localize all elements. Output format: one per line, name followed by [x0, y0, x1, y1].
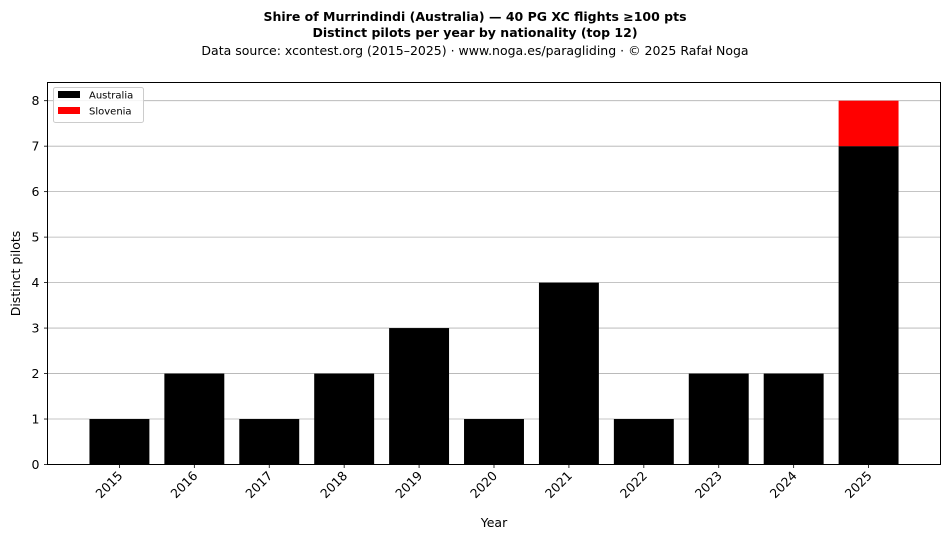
x-tick-label: 2024 — [767, 468, 800, 501]
bar-australia-2016 — [164, 373, 225, 465]
x-tick-label: 2015 — [92, 468, 125, 501]
x-tick-label: 2019 — [392, 468, 425, 501]
bar-australia-2018 — [314, 373, 375, 465]
x-tick-label: 2021 — [542, 468, 575, 501]
x-tick-label: 2025 — [842, 468, 875, 501]
legend-label-slovenia: Slovenia — [89, 107, 132, 118]
bar-australia-2015 — [89, 419, 150, 465]
legend-swatch-australia — [58, 91, 80, 98]
x-tick-label: 2020 — [467, 468, 500, 501]
grid-lines — [47, 100, 941, 420]
chart-title-line2: Distinct pilots per year by nationality … — [312, 25, 637, 40]
y-tick-label: 5 — [32, 230, 40, 245]
bar-australia-2019 — [389, 328, 450, 465]
chart-subtitle: Data source: xcontest.org (2015–2025) · … — [201, 43, 748, 58]
y-tick-label: 2 — [32, 366, 40, 381]
bar-australia-2023 — [688, 373, 749, 465]
chart-title: Shire of Murrindindi (Australia) — 40 PG… — [263, 9, 686, 24]
y-tick-label: 3 — [32, 321, 40, 336]
bars — [89, 100, 899, 465]
x-axis-label: Year — [480, 515, 508, 530]
bar-australia-2020 — [464, 419, 524, 465]
bar-slovenia-2025 — [838, 100, 899, 147]
bar-australia-2025 — [838, 146, 899, 465]
y-axis-label: Distinct pilots — [8, 231, 23, 317]
y-tick-label: 4 — [32, 275, 40, 290]
bar-australia-2024 — [763, 373, 824, 465]
y-tick-label: 7 — [32, 139, 40, 154]
y-axis: 0 1 2 3 4 5 6 7 8 — [32, 93, 48, 472]
legend-swatch-slovenia — [58, 107, 80, 114]
x-tick-label: 2017 — [242, 468, 275, 501]
legend: Australia Slovenia — [53, 87, 144, 123]
x-axis: 2015 2016 2017 2018 2019 2020 2021 2022 2023 2024… — [92, 464, 875, 501]
bar-australia-2017 — [239, 419, 300, 465]
y-tick-label: 0 — [32, 457, 40, 472]
x-tick-label: 2016 — [167, 468, 200, 501]
x-tick-label: 2022 — [617, 468, 650, 501]
y-tick-label: 1 — [32, 412, 40, 427]
bar-australia-2022 — [613, 419, 674, 465]
x-tick-label: 2023 — [692, 468, 725, 501]
bar-australia-2021 — [538, 282, 599, 465]
y-tick-label: 8 — [32, 93, 40, 108]
legend-label-australia: Australia — [89, 91, 133, 102]
y-tick-label: 6 — [32, 184, 40, 199]
x-tick-label: 2018 — [317, 468, 350, 501]
